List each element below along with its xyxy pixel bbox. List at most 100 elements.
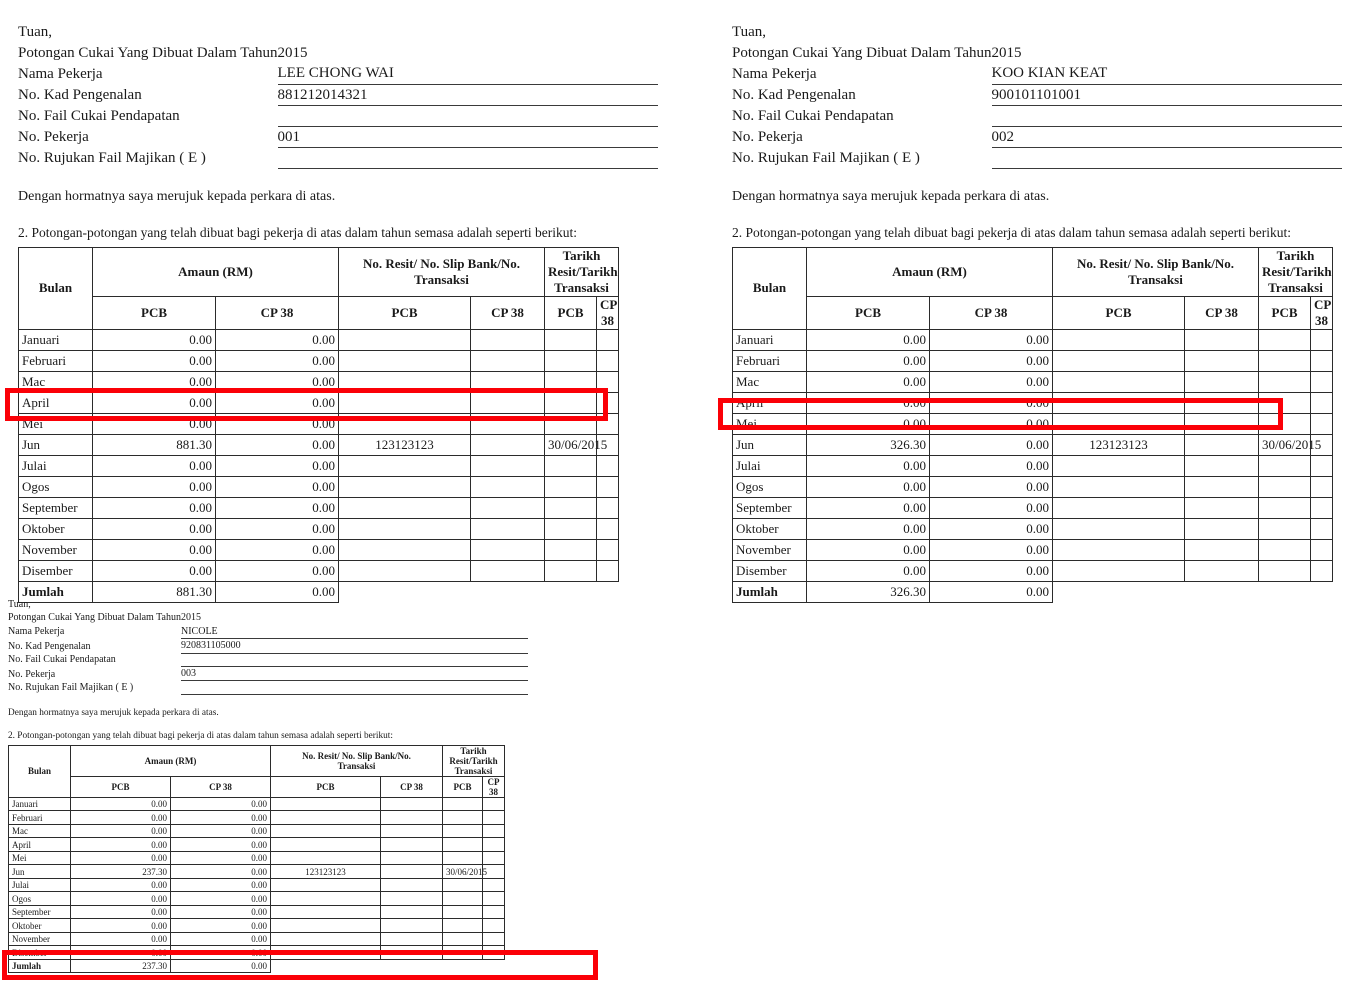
meta-label-employee-number: No. Pekerja — [18, 129, 89, 145]
cell-date-cp38 — [1309, 496, 1334, 519]
table-header-sub-row: PCB CP 38 PCB CP 38 PCB CP 38 — [733, 295, 1334, 330]
cell-receipt-pcb: 123123123 — [338, 433, 471, 456]
cell-receipt-pcb: 123123123 — [270, 864, 381, 879]
cell-receipt-cp38 — [1184, 475, 1259, 498]
cell-amount-pcb: 0.00 — [70, 850, 171, 866]
table-row: Disember 0.00 0.00 — [732, 559, 1334, 582]
cell-date-pcb — [442, 918, 483, 933]
cell-receipt-cp38 — [470, 391, 545, 414]
cell-month: Mac — [8, 823, 71, 839]
cell-receipt-pcb — [1052, 517, 1185, 540]
tax-deduction-form: Tuan, Potongan Cukai Yang Dibuat Dalam Ta… — [8, 598, 528, 974]
cell-receipt-cp38 — [470, 454, 545, 477]
cell-receipt-cp38 — [380, 931, 443, 947]
deduction-table: Bulan Amaun (RM) No. Resit/ No. Slip Bank/… — [732, 246, 1334, 603]
table-row: Julai 0.00 0.00 — [8, 877, 505, 893]
cell-amount-pcb: 0.00 — [806, 517, 930, 540]
cell-date-cp38 — [482, 810, 505, 825]
cell-date-pcb — [1258, 517, 1311, 540]
meta-row-ic-number: No. Kad Pengenalan 881212014321 — [18, 84, 658, 106]
cell-amount-pcb: 0.00 — [806, 475, 930, 498]
cell-date-cp38 — [482, 945, 505, 960]
cell-date-cp38 — [482, 891, 505, 906]
header-date-group-line2: Transaksi — [454, 765, 493, 776]
table-row: Januari 0.00 0.00 — [18, 328, 620, 351]
cell-month: Mei — [732, 412, 807, 435]
cell-receipt-cp38 — [470, 559, 545, 582]
header-month: Bulan — [8, 744, 71, 798]
header-receipt-pcb: PCB — [1052, 295, 1185, 330]
cell-month: Mei — [8, 850, 71, 866]
table-row: Jun 881.30 0.00 123123123 30/06/2015 — [18, 433, 620, 456]
cell-amount-pcb: 0.00 — [806, 349, 930, 372]
cell-receipt-cp38 — [1184, 370, 1259, 393]
cell-date-cp38 — [1309, 538, 1334, 561]
cell-amount-cp38: 0.00 — [215, 538, 339, 561]
salutation-spacer — [181, 598, 528, 611]
employee-meta-block: Tuan, Potongan Cukai Yang Dibuat Dalam Ta… — [732, 22, 1342, 169]
table-row: September 0.00 0.00 — [18, 496, 620, 519]
cell-month: September — [732, 496, 807, 519]
cell-receipt-pcb — [270, 823, 381, 839]
cell-date-pcb — [544, 538, 597, 561]
cell-amount-cp38: 0.00 — [170, 877, 271, 893]
cell-amount-pcb: 0.00 — [92, 370, 216, 393]
meta-value-employee-name: KOO KIAN KEAT — [991, 63, 1342, 85]
cell-receipt-pcb — [338, 454, 471, 477]
header-date-group: Tarikh Resit/Tarikh Transaksi — [1257, 246, 1334, 297]
cell-date-cp38 — [1309, 433, 1334, 456]
table-header-group-row: Bulan Amaun (RM) No. Resit/ No. Slip Bank/… — [18, 246, 620, 330]
cell-amount-pcb: 0.00 — [92, 454, 216, 477]
table-row: Ogos 0.00 0.00 — [732, 475, 1334, 498]
cell-date-pcb — [442, 877, 483, 893]
deduction-table: Bulan Amaun (RM) No. Resit/ No. Slip Bank/… — [8, 744, 505, 974]
cell-receipt-cp38 — [470, 412, 545, 435]
cell-amount-pcb: 0.00 — [92, 538, 216, 561]
header-amount-group: Amaun (RM) — [92, 246, 339, 297]
cell-date-pcb — [1258, 538, 1311, 561]
cell-receipt-cp38 — [380, 904, 443, 920]
table-row: Oktober 0.00 0.00 — [732, 517, 1334, 540]
cell-receipt-cp38 — [1184, 517, 1259, 540]
meta-value-year: 2015 — [277, 44, 308, 61]
cell-amount-cp38: 0.00 — [215, 475, 339, 498]
table-row: Februari 0.00 0.00 — [8, 810, 505, 825]
cell-total-amount-pcb: 881.30 — [92, 580, 216, 603]
cell-amount-cp38: 0.00 — [170, 823, 271, 839]
cell-amount-pcb: 0.00 — [92, 496, 216, 519]
meta-value-employer-file-ref — [991, 147, 1342, 169]
table-header-sub-row: PCB CP 38 PCB CP 38 PCB CP 38 — [19, 295, 620, 330]
table-row: Disember 0.00 0.00 — [8, 945, 505, 960]
cell-month: April — [8, 837, 71, 852]
cell-amount-pcb: 0.00 — [70, 823, 171, 839]
cell-date-pcb — [1258, 412, 1311, 435]
table-row: Mac 0.00 0.00 — [732, 370, 1334, 393]
meta-label-employee-number: No. Pekerja — [8, 668, 56, 680]
intro-paragraph: Dengan hormatnya saya merujuk kepada per… — [8, 707, 219, 718]
cell-receipt-pcb — [1052, 391, 1185, 414]
cell-date-cp38 — [595, 349, 620, 372]
cell-month: Jun — [8, 864, 71, 879]
cell-date-cp38 — [1309, 370, 1334, 393]
cell-total-filler-1 — [1052, 581, 1185, 602]
cell-month: November — [732, 538, 807, 561]
cell-receipt-cp38 — [1184, 433, 1259, 456]
header-receipt-group: No. Resit/ No. Slip Bank/No. Transaksi — [1052, 246, 1259, 297]
meta-label-ic-number: No. Kad Pengenalan — [8, 640, 91, 652]
cell-month: Ogos — [732, 475, 807, 498]
header-amount-cp38: CP 38 — [215, 295, 339, 330]
cell-receipt-cp38 — [380, 810, 443, 825]
table-row: April 0.00 0.00 — [18, 391, 620, 414]
cell-amount-pcb: 0.00 — [806, 538, 930, 561]
cell-date-pcb — [442, 904, 483, 920]
header-date-group-line1: Tarikh Resit/Tarikh — [548, 247, 618, 279]
cell-amount-cp38: 0.00 — [170, 904, 271, 920]
cell-month: Februari — [8, 810, 71, 825]
cell-amount-pcb: 326.30 — [806, 433, 930, 456]
cell-month: Januari — [732, 328, 807, 351]
cell-receipt-pcb — [270, 877, 381, 893]
header-date-group-line1: Tarikh Resit/Tarikh — [1262, 247, 1332, 279]
cell-date-cp38 — [595, 496, 620, 519]
table-row: April 0.00 0.00 — [8, 837, 505, 852]
table-row: Januari 0.00 0.00 — [732, 328, 1334, 351]
